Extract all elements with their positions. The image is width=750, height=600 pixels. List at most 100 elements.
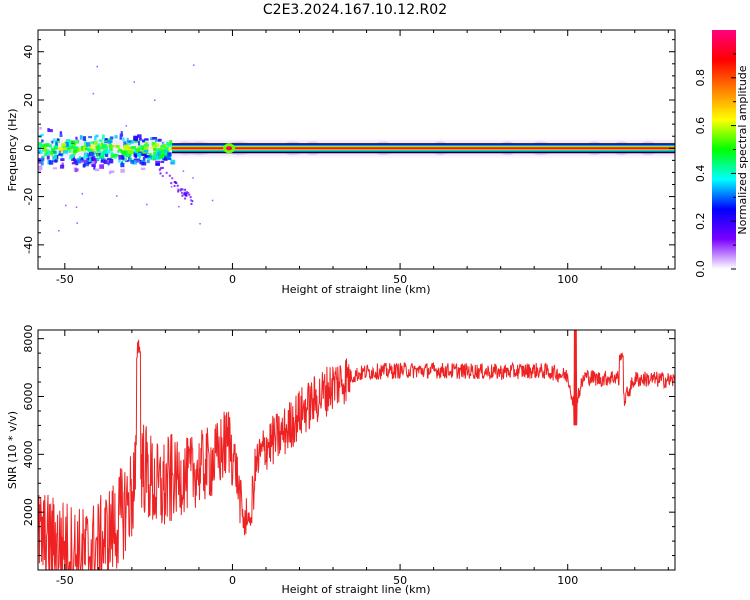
spectrogram-cell bbox=[73, 146, 79, 149]
spectrogram-cell bbox=[143, 150, 149, 154]
spectrogram-cell bbox=[92, 151, 95, 156]
y-tick-label: -20 bbox=[22, 188, 35, 206]
spectrogram-cell bbox=[74, 167, 78, 173]
spectrogram-cell bbox=[108, 158, 114, 164]
spectrogram-cell bbox=[107, 138, 113, 141]
spectrogram-cell bbox=[82, 163, 86, 168]
spectrogram-cell bbox=[158, 138, 162, 142]
spectrogram-cell bbox=[38, 148, 41, 152]
spectrogram-cell bbox=[89, 148, 95, 153]
spectrogram-cell bbox=[145, 146, 148, 150]
spectrogram-cell bbox=[129, 157, 133, 162]
spectrogram-cell bbox=[83, 155, 86, 159]
spectrogram-cell bbox=[170, 182, 173, 185]
spectrogram-cell bbox=[179, 189, 182, 192]
spectrogram-cell bbox=[118, 155, 124, 160]
spectrogram-cell bbox=[109, 136, 114, 140]
spectrogram-cell bbox=[44, 152, 48, 157]
spectrogram-cell bbox=[159, 153, 165, 159]
spectrogram-cell bbox=[40, 133, 44, 137]
spectrogram-cell bbox=[177, 188, 180, 191]
spectrogram-cell bbox=[152, 141, 157, 145]
spectrogram-cell bbox=[127, 145, 130, 150]
spectrogram-cell bbox=[150, 154, 154, 158]
spectrogram-cell bbox=[167, 152, 172, 157]
spectrogram-cell bbox=[60, 164, 65, 169]
spectrogram-cell bbox=[133, 153, 138, 157]
spectrogram-cell bbox=[102, 150, 108, 154]
spectrogram-cell bbox=[91, 156, 96, 161]
spectrogram-cell bbox=[189, 199, 192, 202]
spectrogram-cell bbox=[76, 140, 79, 144]
snr-x-label: Height of straight line (km) bbox=[281, 583, 430, 596]
y-tick-label: 20 bbox=[22, 93, 35, 107]
spectrogram-cell bbox=[75, 136, 78, 140]
spectrogram-cell bbox=[38, 150, 41, 154]
spectrogram-cell bbox=[114, 155, 118, 159]
spectrogram-cell bbox=[177, 190, 180, 193]
spectrogram-cell bbox=[170, 146, 174, 151]
spectrogram-cell bbox=[130, 159, 135, 164]
spectrogram-cell bbox=[161, 174, 164, 177]
spectrogram-cell bbox=[87, 161, 91, 165]
spectrogram-cell bbox=[126, 140, 132, 143]
spectrogram-cell bbox=[176, 184, 179, 187]
spectrogram-cell bbox=[71, 156, 75, 160]
spectrogram-cell bbox=[151, 156, 156, 161]
spectrogram-cell bbox=[70, 140, 75, 144]
spectrogram-cell bbox=[53, 138, 56, 143]
y-tick-label: 4000 bbox=[22, 440, 35, 468]
x-tick-label: 0 bbox=[229, 574, 236, 587]
spectrogram-cell bbox=[167, 143, 173, 147]
spectrogram-cell bbox=[53, 154, 57, 160]
x-tick-label: 0 bbox=[229, 273, 236, 286]
colorbar: 0.0 0.2 0.4 0.6 0.8 Normalized spectral ampl… bbox=[694, 30, 749, 278]
spectrogram-cell bbox=[48, 144, 53, 148]
spectrogram-cell bbox=[81, 193, 84, 195]
spectrogram-cell bbox=[152, 144, 157, 148]
spectrogram-cell bbox=[92, 158, 98, 164]
spectrogram-cell bbox=[174, 181, 177, 184]
spectrogram-cell bbox=[123, 141, 127, 147]
spectrogram-cell bbox=[104, 152, 109, 157]
x-tick-label: -50 bbox=[56, 574, 74, 587]
spectrogram-cell bbox=[88, 151, 94, 157]
spectrogram-cell bbox=[178, 205, 180, 208]
spectrogram-cell bbox=[88, 144, 94, 150]
spectrogram-cell bbox=[155, 143, 160, 147]
spectrogram-cell bbox=[45, 143, 50, 147]
spectrogram-cell bbox=[76, 222, 78, 224]
y-tick-label: 6000 bbox=[22, 383, 35, 411]
spectrogram-cell bbox=[47, 150, 50, 155]
spectrogram-cell bbox=[92, 92, 95, 95]
spectrogram-cell bbox=[121, 161, 124, 166]
spectrogram-cell bbox=[98, 139, 103, 142]
spectrogram-cell bbox=[48, 160, 54, 165]
spectrogram-cell bbox=[160, 160, 165, 163]
spectrogram-cell bbox=[100, 160, 106, 163]
spectrogram-cell bbox=[153, 151, 157, 155]
x-tick-label: -50 bbox=[56, 273, 74, 286]
spectrogram-cell bbox=[97, 149, 100, 152]
spectrogram-cell bbox=[160, 166, 163, 169]
spectrogram-cell bbox=[125, 125, 128, 127]
spectrogram-cell bbox=[139, 145, 143, 149]
snr-frame bbox=[37, 329, 676, 571]
snr-ticks: -50 0 50 100 2000 4000 6000 8000 bbox=[22, 325, 675, 587]
spectrogram-cell bbox=[182, 170, 185, 172]
spectrogram-cell bbox=[110, 152, 114, 155]
spectrogram-cell bbox=[142, 156, 146, 162]
colorbar-label: Normalized spectral amplitude bbox=[736, 65, 749, 234]
spectrogram-cell bbox=[81, 159, 85, 163]
spectrogram-cell bbox=[40, 144, 45, 147]
spectrogram-cell bbox=[137, 153, 141, 158]
spectrogram-cell bbox=[184, 188, 187, 191]
spectrogram-cell bbox=[122, 157, 127, 162]
spectrogram-cell bbox=[96, 145, 102, 150]
spectrogram-cell bbox=[115, 145, 119, 148]
spectrogram-cell bbox=[76, 159, 82, 164]
spectrogram-cell bbox=[133, 136, 139, 142]
carrier-band bbox=[172, 147, 675, 149]
y-tick-label: 2000 bbox=[22, 498, 35, 526]
x-tick-label: 100 bbox=[557, 574, 578, 587]
